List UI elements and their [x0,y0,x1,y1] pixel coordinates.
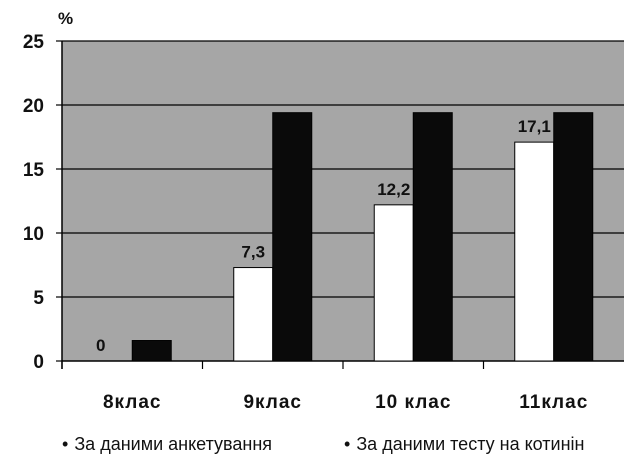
legend-label-cotinine: За даними тесту на котинін [356,434,585,454]
bar-survey [514,141,555,362]
x-category-label: 11клас [519,392,588,413]
y-tick-label: 15 [23,160,45,181]
legend-bullet-icon: • [62,434,69,454]
bar-survey [233,267,274,362]
y-tick-label: 0 [33,352,44,373]
data-label: 0 [96,336,105,355]
y-tick-label: 10 [23,224,44,245]
x-category-label: 10 клас [375,392,451,413]
bar-cotinine [131,340,172,362]
bar-cotinine [553,112,594,362]
data-label: 7,3 [241,243,265,262]
bar-survey [373,204,414,362]
data-label: 12,2 [377,180,410,199]
bar-cotinine [272,112,313,362]
legend-bullet-icon: • [344,434,351,454]
y-tick-label: 5 [33,288,44,309]
y-axis-unit-label: % [58,9,73,28]
y-tick-label: 20 [23,96,44,117]
bar-cotinine [412,112,453,362]
data-label: 17,1 [518,117,551,136]
x-category-label: 8клас [103,392,162,413]
legend-label-survey: За даними анкетування [74,434,273,454]
x-category-label: 9клас [243,392,302,413]
legend-item-survey: • За даними анкетування [62,434,272,455]
legend-item-cotinine: • За даними тесту на котинін [344,434,584,455]
y-tick-label: 25 [23,32,45,53]
